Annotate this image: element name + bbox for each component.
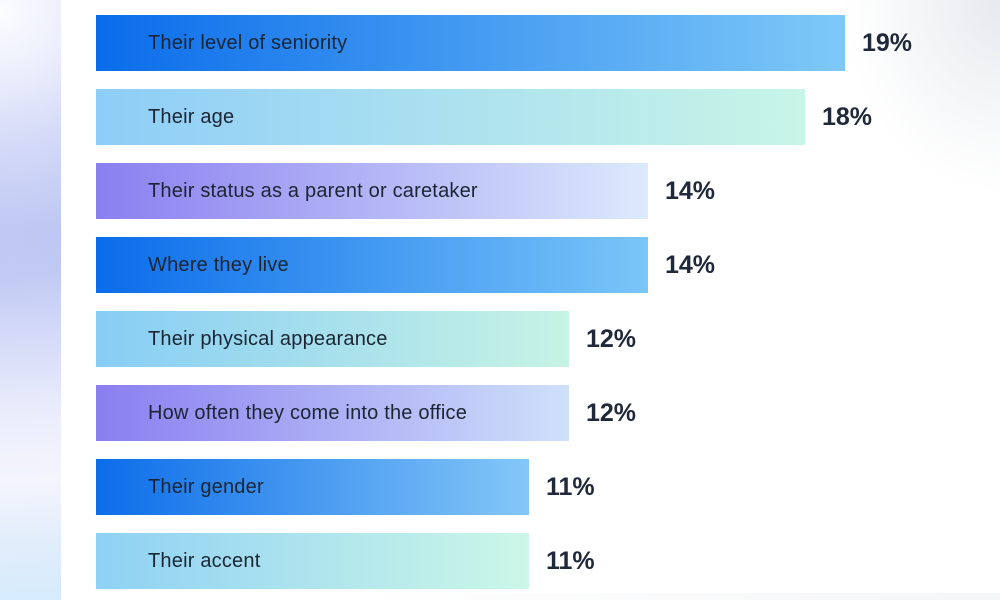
bar-label: Their gender <box>148 475 264 498</box>
bar-row: Their age 18% <box>96 89 912 145</box>
bar-row: Their gender 11% <box>96 459 912 515</box>
bar-value: 14% <box>665 176 716 205</box>
bar-label: Their age <box>148 105 235 128</box>
bar-label: How often they come into the office <box>148 401 468 424</box>
bar-value: 11% <box>546 546 595 575</box>
bar-value: 12% <box>586 398 637 427</box>
bar-value: 12% <box>586 324 637 353</box>
bar-label: Their accent <box>148 549 261 572</box>
bar-value: 19% <box>862 28 913 57</box>
bar-row: How often they come into the office 12% <box>96 385 912 441</box>
bar: Their accent <box>96 533 529 589</box>
bar-chart: Their level of seniority 19% Their age 1… <box>96 15 912 589</box>
bar: Their physical appearance <box>96 311 569 367</box>
left-gradient-strip <box>0 0 61 600</box>
bar-label: Their status as a parent or caretaker <box>148 179 478 202</box>
bar: How often they come into the office <box>96 385 569 441</box>
bottom-shade <box>350 593 1000 600</box>
bar-label: Their level of seniority <box>148 31 348 54</box>
bar-label: Their physical appearance <box>148 327 388 350</box>
bar-label: Where they live <box>148 253 289 276</box>
bar-row: Where they live 14% <box>96 237 912 293</box>
bar-value: 11% <box>546 472 595 501</box>
bar: Their level of seniority <box>96 15 845 71</box>
bar: Their gender <box>96 459 529 515</box>
bar-value: 18% <box>822 102 873 131</box>
bar: Their age <box>96 89 805 145</box>
bar-row: Their status as a parent or caretaker 14… <box>96 163 912 219</box>
bar-row: Their physical appearance 12% <box>96 311 912 367</box>
bar: Their status as a parent or caretaker <box>96 163 648 219</box>
bar-value: 14% <box>665 250 716 279</box>
bar-row: Their level of seniority 19% <box>96 15 912 71</box>
bar-row: Their accent 11% <box>96 533 912 589</box>
bar: Where they live <box>96 237 648 293</box>
